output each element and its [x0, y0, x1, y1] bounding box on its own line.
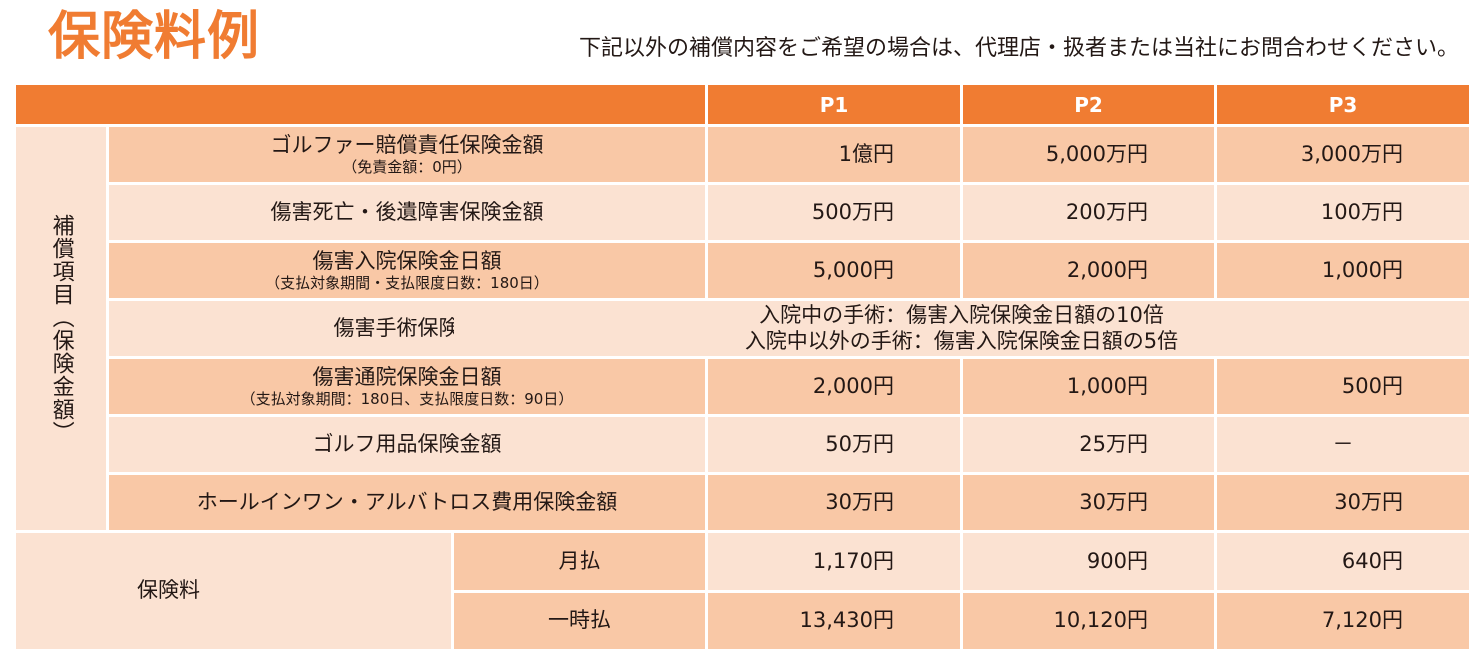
premium-label-cell: 保険料 [16, 533, 451, 649]
surgery-benefit-cell: 入院中の手術：傷害入院保険金日額の10倍 入院中以外の手術：傷害入院保険金日額の… [454, 301, 1469, 356]
coverage-label-cell: 傷害通院保険金日額 （支払対象期間：180日、支払限度日数：90日） [109, 359, 705, 414]
coverage-label: ゴルファー賠償責任保険金額 [270, 132, 544, 157]
premium-value: 640円 [1217, 533, 1469, 590]
value-cell: 5,000万円 [963, 127, 1214, 182]
note-text: 下記以外の補償内容をご希望の場合は、代理店・扱者または当社にお問合わせください。 [578, 36, 1459, 61]
value-cell: 1億円 [708, 127, 960, 182]
category-cell: 補償項目（保険金額） [16, 127, 106, 530]
payment-method-monthly: 月払 [454, 533, 705, 590]
premium-value: 10,120円 [963, 593, 1214, 649]
value-cell: 50万円 [708, 417, 960, 472]
value-cell: 100万円 [1217, 185, 1469, 240]
value-cell: 30万円 [1217, 475, 1469, 530]
coverage-label: 傷害入院保険金日額 [312, 248, 502, 273]
coverage-label-cell: ゴルファー賠償責任保険金額 （免責金額：0円） [109, 127, 705, 182]
coverage-label-cell: ホールインワン・アルバトロス費用保険金額 [109, 475, 705, 530]
category-label: 補償項目（保険金額） [48, 213, 74, 444]
premium-label: 保険料 [137, 578, 200, 603]
coverage-label: ホールインワン・アルバトロス費用保険金額 [196, 489, 618, 514]
coverage-sublabel: （免責金額：0円） [342, 158, 472, 177]
value-cell: 30万円 [963, 475, 1214, 530]
coverage-sublabel: （支払対象期間・支払限度日数：180日） [265, 274, 549, 293]
page-title: 保険料例 [48, 7, 261, 67]
coverage-sublabel: （支払対象期間：180日、支払限度日数：90日） [240, 390, 574, 409]
value-cell: 5,000円 [708, 243, 960, 298]
premium-table: P1 P2 P3 補償項目（保険金額） ゴルファー賠償責任保険金額 （免責金額：… [16, 85, 1469, 649]
value-cell: 500万円 [708, 185, 960, 240]
plan-header-p3: P3 [1217, 85, 1469, 124]
coverage-label: 傷害死亡・後遺障害保険金額 [270, 199, 544, 224]
value-cell: 2,000円 [963, 243, 1214, 298]
coverage-label-cell: ゴルフ用品保険金額 [109, 417, 705, 472]
value-cell: 2,000円 [708, 359, 960, 414]
premium-value: 1,170円 [708, 533, 960, 590]
premium-value: 900円 [963, 533, 1214, 590]
value-cell: 30万円 [708, 475, 960, 530]
coverage-label-cell: 傷害死亡・後遺障害保険金額 [109, 185, 705, 240]
value-cell: － [1217, 417, 1469, 472]
plan-header-p2: P2 [963, 85, 1214, 124]
coverage-label: ゴルフ用品保険金額 [312, 431, 502, 456]
value-cell: 200万円 [963, 185, 1214, 240]
surgery-inpatient-text: 入院中の手術：傷害入院保険金日額の10倍 [759, 303, 1164, 328]
value-cell: 500円 [1217, 359, 1469, 414]
value-cell: 25万円 [963, 417, 1214, 472]
surgery-outpatient-text: 入院中以外の手術：傷害入院保険金日額の5倍 [744, 328, 1179, 353]
value-cell: 1,000円 [1217, 243, 1469, 298]
plan-header-p1: P1 [708, 85, 960, 124]
coverage-label-cell: 傷害入院保険金日額 （支払対象期間・支払限度日数：180日） [109, 243, 705, 298]
payment-method-lump-sum: 一時払 [454, 593, 705, 649]
coverage-label: 傷害通院保険金日額 [312, 364, 502, 389]
value-cell: 3,000万円 [1217, 127, 1469, 182]
premium-value: 13,430円 [708, 593, 960, 649]
header-blank [16, 85, 705, 124]
premium-value: 7,120円 [1217, 593, 1469, 649]
value-cell: 1,000円 [963, 359, 1214, 414]
